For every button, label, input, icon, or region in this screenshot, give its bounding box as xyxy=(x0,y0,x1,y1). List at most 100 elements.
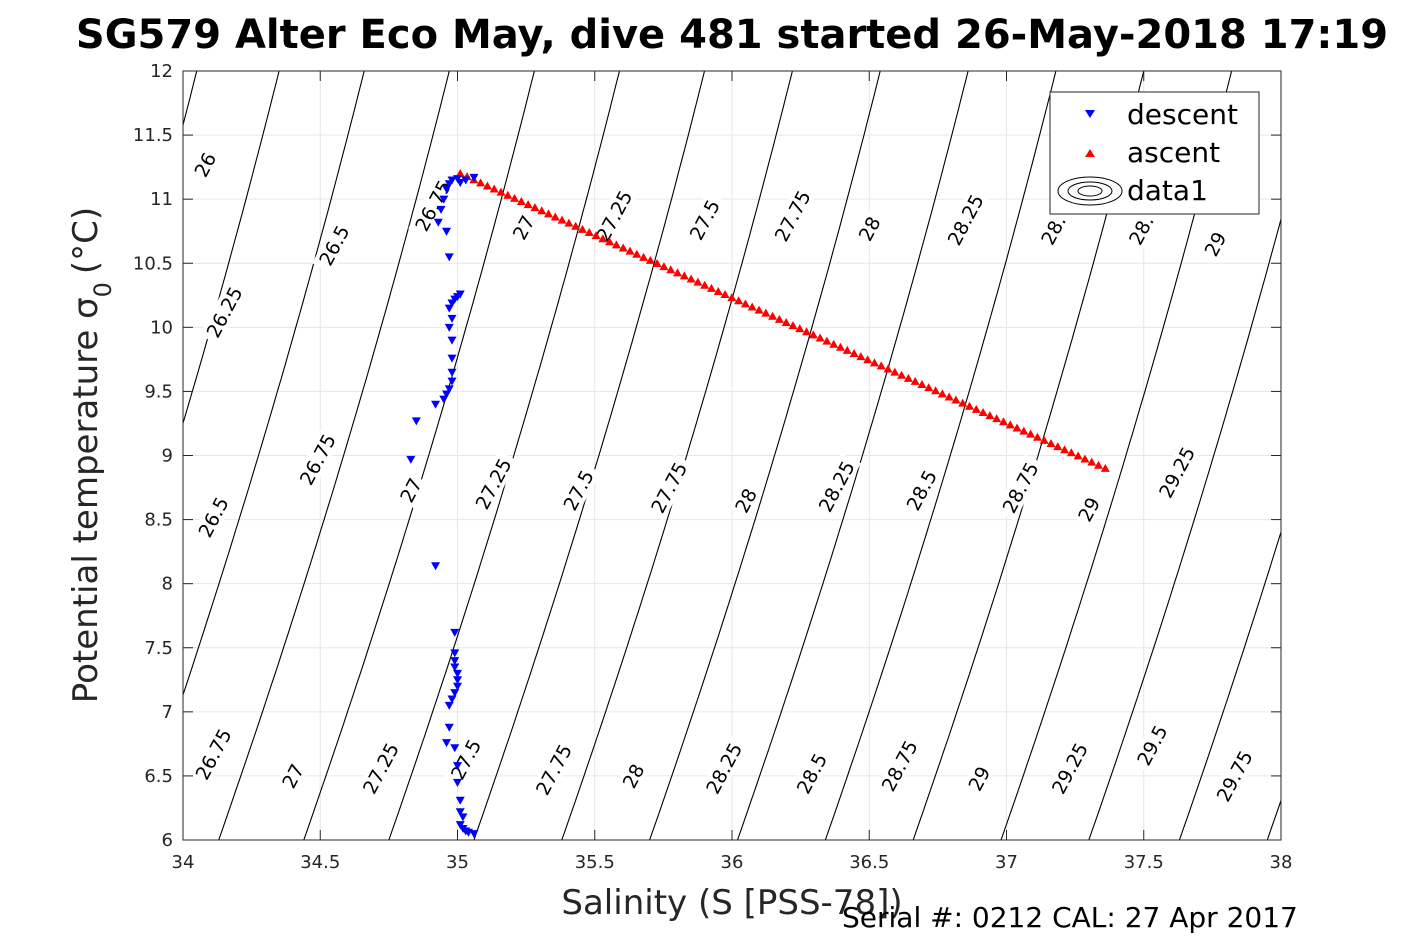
ascent-point xyxy=(802,327,812,336)
ascent-point xyxy=(550,212,560,221)
contour-label-bg xyxy=(1209,742,1259,810)
descent-point xyxy=(450,649,460,658)
contour-label: 26.75 xyxy=(188,720,238,788)
ascent-point xyxy=(978,407,988,416)
ascent-point xyxy=(768,311,778,320)
contour-label-bg xyxy=(1033,206,1073,253)
legend-ascent-marker xyxy=(1085,149,1095,157)
contour-label: 27 xyxy=(394,472,428,509)
descent-point xyxy=(439,395,449,404)
contour-label-text: 29 xyxy=(964,763,995,795)
contour-label: 27.75 xyxy=(528,736,579,803)
contour-label-text: 26.25 xyxy=(203,283,248,341)
ascent-point xyxy=(523,200,533,209)
legend-contour-icon xyxy=(1057,176,1123,206)
ascent-point xyxy=(829,339,839,348)
contour-label-bg xyxy=(767,182,818,249)
ascent-point xyxy=(897,370,907,379)
x-tick-label: 35 xyxy=(446,852,469,873)
ascent-point xyxy=(835,342,845,351)
x-tick-label: 38 xyxy=(1270,852,1293,873)
ascent-point xyxy=(693,277,703,286)
contour-label-bg xyxy=(199,278,249,346)
ascent-point xyxy=(761,308,771,317)
isopycnal-contour-29.75 xyxy=(1266,798,1281,840)
ascent-point xyxy=(795,324,805,333)
contour-label: 29.25 xyxy=(1044,735,1095,802)
descent-point xyxy=(469,830,479,839)
contour-label-bg xyxy=(962,760,996,797)
y-tick-label: 8 xyxy=(162,574,173,595)
y-tick-label: 9.5 xyxy=(144,381,173,402)
descent-point xyxy=(431,400,441,409)
y-tick-label: 12 xyxy=(150,61,173,82)
descent-point xyxy=(453,778,462,787)
x-axis-label: Salinity (S [PSS-78]) xyxy=(561,883,902,923)
ascent-point xyxy=(992,414,1002,423)
contour-label-text: 29.25 xyxy=(1155,443,1200,501)
ascent-point xyxy=(727,293,737,302)
contour-label: 28.5 xyxy=(789,745,834,802)
descent-point xyxy=(442,227,452,236)
ascent-point xyxy=(924,383,934,392)
ascent-point xyxy=(917,380,927,389)
contour-label-bg xyxy=(312,217,356,274)
contour-label-bg xyxy=(699,735,749,802)
descent-point xyxy=(450,744,460,753)
descent-point xyxy=(447,314,457,323)
contour-label-bg xyxy=(1130,717,1174,774)
x-tick-label: 37.5 xyxy=(1124,852,1164,873)
legend-ascent-label: ascent xyxy=(1127,136,1220,169)
contour-label-text: 27 xyxy=(396,475,427,507)
y-tick-label: 11.5 xyxy=(133,125,173,146)
descent-point xyxy=(455,796,465,805)
ascent-point xyxy=(747,302,757,311)
descent-point xyxy=(469,173,479,182)
ascent-point xyxy=(530,203,540,212)
ascent-point xyxy=(965,401,975,410)
contour-label: 26 xyxy=(188,146,222,183)
descent-point xyxy=(447,354,457,363)
contour-label-text: 26.75 xyxy=(296,431,341,489)
contour-label-text: 27.75 xyxy=(647,459,692,517)
contour-label: 28 xyxy=(616,757,650,794)
contour-label-text: 27 xyxy=(278,761,309,793)
contour-label-bg xyxy=(1152,439,1202,506)
contour-label-text: 27.75 xyxy=(532,741,577,799)
isopycnal-contour-28.5 xyxy=(824,71,1057,840)
contour-label: 27.75 xyxy=(644,454,694,521)
descent-point xyxy=(444,723,454,732)
ascent-point xyxy=(639,252,649,261)
contour-label: 26.25 xyxy=(199,278,249,346)
descent-point xyxy=(455,179,465,188)
contour-label-bg xyxy=(682,191,727,248)
contour-label: 28.25 xyxy=(940,186,990,253)
contour-label-bg xyxy=(276,757,310,794)
descent-point xyxy=(450,663,460,672)
ascent-point xyxy=(564,218,574,227)
ascent-point xyxy=(1012,423,1022,432)
descent-point xyxy=(461,176,471,185)
contour-label-bg xyxy=(589,182,639,249)
serial-cal-footer: Serial #: 0212 CAL: 27 Apr 2017 xyxy=(842,901,1298,934)
contour-label-bg xyxy=(1121,206,1161,253)
contour-label-text: 27.25 xyxy=(472,455,517,513)
ascent-point xyxy=(1087,457,1097,466)
x-tick-label: 37 xyxy=(995,852,1018,873)
isopycnal-contour-27.75 xyxy=(561,71,793,840)
isopycnal-contour-26.5 xyxy=(183,71,365,697)
contour-label-text: 28.75 xyxy=(999,459,1044,517)
contour-label: 27 xyxy=(276,757,310,794)
ascent-point xyxy=(625,246,635,255)
contour-label-bg xyxy=(644,454,694,521)
ascent-point xyxy=(903,373,913,382)
contour-label: 27.25 xyxy=(355,735,406,802)
contour-label-bg xyxy=(1198,226,1232,262)
ascent-point xyxy=(869,358,879,367)
ascent-point xyxy=(1066,448,1076,457)
ascent-point xyxy=(985,411,995,420)
y-tick-label: 8.5 xyxy=(144,510,173,531)
contour-label: 29 xyxy=(1072,491,1106,528)
contour-label-text: 28 xyxy=(619,761,650,793)
